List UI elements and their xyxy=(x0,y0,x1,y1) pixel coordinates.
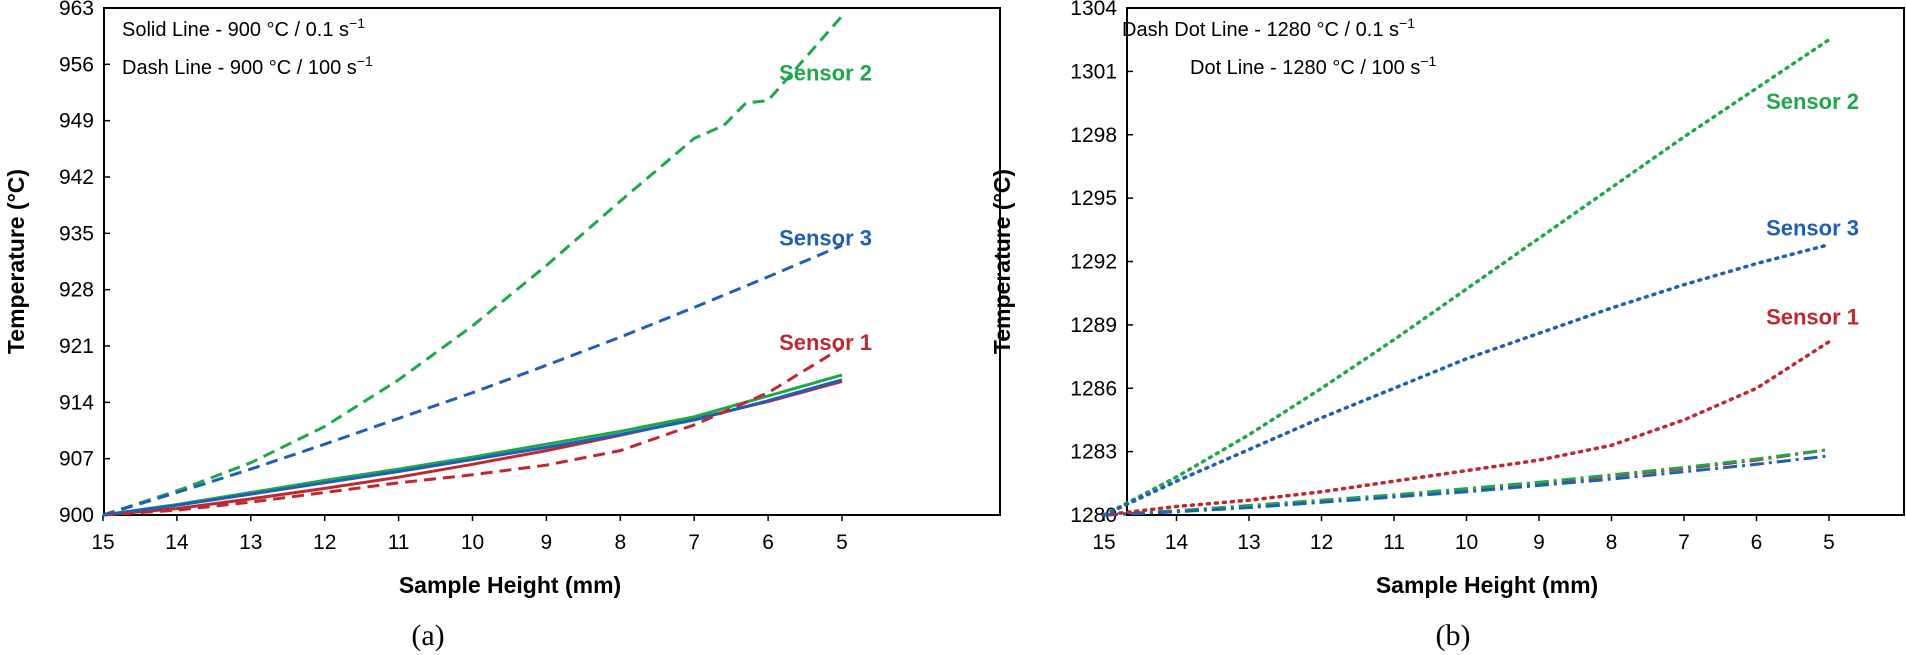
x-axis-label: Sample Height (mm) xyxy=(1376,572,1598,598)
sensor-annotation: Sensor 2 xyxy=(779,60,872,85)
x-tick-label: 7 xyxy=(1678,531,1690,554)
series-line: Sensor 2 - 900 °C / 100 s-1 xyxy=(102,15,844,517)
legend-entry: Dash Dot Line - 1280 °C / 0.1 s−1 xyxy=(1122,15,1415,41)
y-tick-label: 1280 xyxy=(1070,504,1117,527)
x-tick-label: 10 xyxy=(1455,531,1478,554)
x-tick-label: 11 xyxy=(1383,531,1405,554)
x-tick-label: 15 xyxy=(1092,531,1115,554)
sensor-annotation: Sensor 1 xyxy=(779,330,872,355)
sensor-annotation: Sensor 1 xyxy=(1766,304,1859,329)
panel-caption: (a) xyxy=(411,619,444,652)
y-tick-label: 956 xyxy=(59,53,94,76)
y-tick-label: 1301 xyxy=(1070,60,1117,83)
x-tick-label: 7 xyxy=(688,531,700,554)
series-line: Sensor 3 - 1280 °C / 100 s-1 xyxy=(1102,242,1831,517)
y-axis-label: Temperature (°C) xyxy=(989,169,1015,354)
x-tick-label: 8 xyxy=(614,531,626,554)
y-tick-label: 963 xyxy=(59,0,94,20)
y-tick-label: 1286 xyxy=(1070,377,1117,400)
y-axis-label: Temperature (°C) xyxy=(3,169,29,354)
sensor-annotation: Sensor 3 xyxy=(779,225,872,250)
y-tick-label: 921 xyxy=(59,335,94,358)
x-tick-label: 13 xyxy=(1237,531,1260,554)
y-tick-label: 900 xyxy=(59,504,94,527)
x-tick-label: 5 xyxy=(1823,531,1835,554)
series-line: Sensor 3 - 1280 °C / 0.1 s-1 xyxy=(1103,454,1830,517)
y-tick-label: 1292 xyxy=(1070,251,1117,274)
y-tick-label: 1304 xyxy=(1070,0,1117,20)
x-tick-label: 8 xyxy=(1606,531,1618,554)
series-line: Sensor 1 - 900 °C / 100 s-1 xyxy=(102,346,843,517)
plot-frame xyxy=(103,7,1001,516)
x-tick-label: 15 xyxy=(91,531,114,554)
x-tick-label: 12 xyxy=(313,531,336,554)
x-tick-label: 12 xyxy=(1310,531,1333,554)
legend-entry: Dash Line - 900 °C / 100 s−1 xyxy=(122,53,373,79)
y-tick-label: 907 xyxy=(59,448,94,471)
sensor-annotation: Sensor 3 xyxy=(1766,216,1859,241)
x-tick-label: 10 xyxy=(461,531,484,554)
legend-entry: Solid Line - 900 °C / 0.1 s−1 xyxy=(122,15,365,41)
x-tick-label: 9 xyxy=(1533,531,1545,554)
y-tick-label: 942 xyxy=(59,166,94,189)
x-tick-label: 9 xyxy=(541,531,553,554)
panel-caption: (b) xyxy=(1436,619,1471,652)
x-tick-label: 6 xyxy=(762,531,774,554)
x-tick-label: 5 xyxy=(836,531,848,554)
y-tick-label: 928 xyxy=(59,279,94,302)
series-line: Sensor 3 - 900 °C / 100 s-1 xyxy=(102,244,843,517)
y-tick-label: 914 xyxy=(59,391,94,414)
x-tick-label: 6 xyxy=(1751,531,1763,554)
series-line: Sensor 2 - 1280 °C / 100 s-1 xyxy=(1102,37,1831,517)
series-line: Sensor 3 - 900 °C / 0.1 s-1 xyxy=(102,378,843,517)
series-line: Sensor 2 - 1280 °C / 0.1 s-1 xyxy=(1103,448,1830,517)
series-line: Sensor 1 - 900 °C / 0.1 s-1 xyxy=(102,379,843,517)
y-tick-label: 1295 xyxy=(1070,187,1117,210)
y-tick-label: 1283 xyxy=(1070,441,1117,464)
y-tick-label: 1298 xyxy=(1070,124,1117,147)
x-tick-label: 14 xyxy=(165,531,189,554)
y-tick-label: 949 xyxy=(59,110,94,133)
x-tick-label: 14 xyxy=(1165,531,1189,554)
x-tick-label: 13 xyxy=(239,531,262,554)
series-line: Sensor 2 - 900 °C / 0.1 s-1 xyxy=(102,373,843,517)
sensor-annotation: Sensor 2 xyxy=(1766,89,1859,114)
series-line: Sensor 1 - 1280 °C / 100 s-1 xyxy=(1102,340,1831,517)
series-line: Sensor 1 - 1280 °C / 0.1 s-1 xyxy=(1103,448,1830,517)
x-axis-label: Sample Height (mm) xyxy=(399,572,621,598)
y-tick-label: 935 xyxy=(59,222,94,245)
y-tick-label: 1289 xyxy=(1070,314,1117,337)
x-tick-label: 11 xyxy=(388,531,410,554)
legend-entry: Dot Line - 1280 °C / 100 s−1 xyxy=(1190,53,1437,79)
